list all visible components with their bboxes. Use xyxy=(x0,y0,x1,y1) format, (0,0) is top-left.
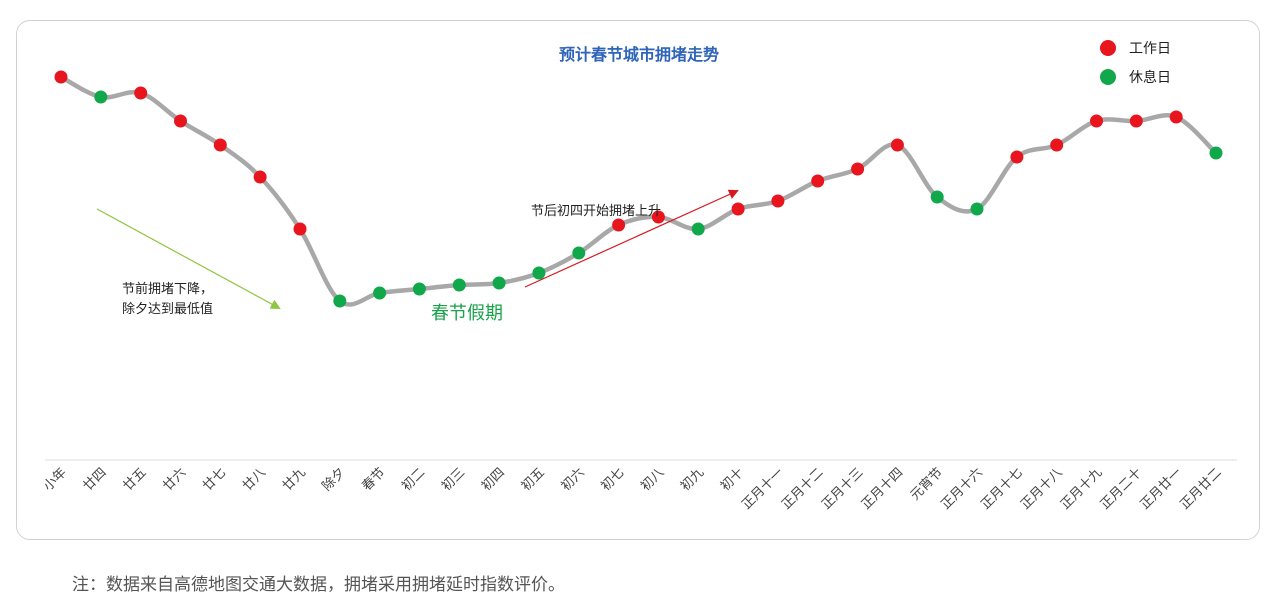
x-tick-label: 正月十二 xyxy=(779,465,826,512)
x-tick-label: 正月十七 xyxy=(978,465,1025,512)
x-tick-label: 正月十四 xyxy=(859,465,906,512)
chart-canvas: 预计春节城市拥堵走势 工作日 休息日 小年 廿四 廿五 廿六 廿七 廿八 廿九 除夕 春节 初二初… xyxy=(41,40,1237,513)
x-tick-label: 廿四 xyxy=(81,465,110,494)
legend-workday-label: 工作日 xyxy=(1129,41,1171,57)
x-tick-label: 初三 xyxy=(439,465,468,494)
legend-workday-marker xyxy=(1100,40,1116,56)
x-tick-label: 正月十九 xyxy=(1058,465,1105,512)
x-tick-label: 正月廿一 xyxy=(1138,465,1185,512)
x-tick-label: 除夕 xyxy=(320,465,349,494)
x-tick-label: 初六 xyxy=(559,465,588,494)
data-point-restday xyxy=(412,282,426,296)
x-tick-label: 廿九 xyxy=(280,465,309,494)
data-point-workday xyxy=(771,194,785,208)
data-point-restday xyxy=(492,276,506,290)
x-tick-label: 初四 xyxy=(479,465,508,494)
x-tick-label: 廿五 xyxy=(121,465,150,494)
legend-restday-marker xyxy=(1100,69,1116,85)
x-tick-label: 初七 xyxy=(598,465,627,494)
data-point-workday xyxy=(54,70,68,84)
footnote: 注：数据来自高德地图交通大数据，拥堵采用拥堵延时指数评价。 xyxy=(72,575,565,595)
data-point-restday xyxy=(572,246,586,260)
series-line xyxy=(58,74,1219,307)
x-tick-label: 初五 xyxy=(519,465,548,494)
data-point-workday xyxy=(1129,114,1143,128)
data-point-workday xyxy=(293,222,307,236)
legend-restday-label: 休息日 xyxy=(1129,69,1171,86)
x-tick-label: 正月十一 xyxy=(739,465,786,512)
data-point-workday xyxy=(651,210,665,224)
data-point-restday xyxy=(532,266,546,280)
x-tick-label: 小年 xyxy=(41,465,70,494)
data-point-workday xyxy=(851,162,865,176)
x-tick-label: 初九 xyxy=(678,465,707,494)
x-tick-label: 廿六 xyxy=(160,465,189,494)
data-point-workday xyxy=(731,202,745,216)
x-tick-labels: 小年 廿四 廿五 廿六 廿七 廿八 廿九 除夕 春节 初二 初三 初四 初五 初六 初七 初八 初九 初十正月十一… xyxy=(41,465,1225,513)
data-point-restday xyxy=(930,190,944,204)
chart-card: 预计春节城市拥堵走势 工作日 休息日 小年 廿四 廿五 廿六 廿七 廿八 廿九 除夕 春节 初二初… xyxy=(16,20,1260,540)
x-tick-label: 正月十三 xyxy=(819,465,866,512)
data-point-workday xyxy=(890,138,904,152)
data-point-workday xyxy=(612,218,626,232)
x-tick-label: 初十 xyxy=(718,465,747,494)
x-tick-label: 廿八 xyxy=(240,465,269,494)
post-holiday-annotation: 节后初四开始拥堵上升 xyxy=(531,204,661,219)
data-point-restday xyxy=(333,294,347,308)
legend: 工作日 休息日 xyxy=(1100,40,1171,86)
x-tick-label: 正月廿二 xyxy=(1177,465,1224,512)
x-tick-label: 正月二十 xyxy=(1098,465,1145,512)
chart-title: 预计春节城市拥堵走势 xyxy=(559,45,719,64)
data-point-workday xyxy=(174,114,187,128)
x-tick-label: 春节 xyxy=(359,465,388,494)
data-point-workday xyxy=(213,138,227,152)
x-tick-label: 元宵节 xyxy=(907,465,946,504)
x-tick-label: 初二 xyxy=(399,465,428,494)
x-tick-label: 正月十六 xyxy=(938,465,985,512)
x-tick-label: 廿七 xyxy=(200,465,229,494)
x-tick-label: 正月十八 xyxy=(1018,465,1065,512)
pre-holiday-annotation-line2: 除夕达到最低值 xyxy=(122,301,213,317)
data-point-workday xyxy=(1050,138,1064,152)
data-point-workday xyxy=(1010,150,1024,164)
holiday-label: 春节假期 xyxy=(431,303,503,324)
data-point-workday xyxy=(134,86,148,100)
data-point-restday xyxy=(970,202,984,216)
data-point-restday xyxy=(373,286,387,300)
data-point-workday xyxy=(811,174,825,188)
data-point-restday xyxy=(691,222,705,236)
x-tick-label: 初八 xyxy=(638,465,667,494)
data-point-restday xyxy=(94,90,108,104)
data-point-workday xyxy=(1090,114,1103,128)
pre-holiday-arrow xyxy=(96,208,281,309)
data-point-restday xyxy=(1209,146,1223,160)
data-points xyxy=(54,70,1223,308)
data-point-restday xyxy=(452,278,466,292)
data-point-workday xyxy=(1169,110,1183,124)
data-point-workday xyxy=(253,170,267,184)
pre-holiday-annotation-line1: 节前拥堵下降， xyxy=(122,281,213,297)
post-holiday-arrow xyxy=(524,189,739,288)
